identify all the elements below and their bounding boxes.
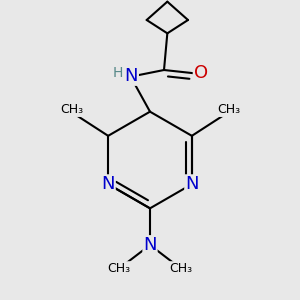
Text: CH₃: CH₃	[107, 262, 130, 275]
Text: H: H	[112, 66, 122, 80]
Text: CH₃: CH₃	[217, 103, 240, 116]
Text: N: N	[101, 175, 115, 193]
Text: N: N	[124, 67, 138, 85]
Text: O: O	[194, 64, 208, 82]
Text: N: N	[185, 175, 199, 193]
Text: N: N	[143, 236, 157, 254]
Text: CH₃: CH₃	[169, 262, 193, 275]
Text: CH₃: CH₃	[60, 103, 83, 116]
